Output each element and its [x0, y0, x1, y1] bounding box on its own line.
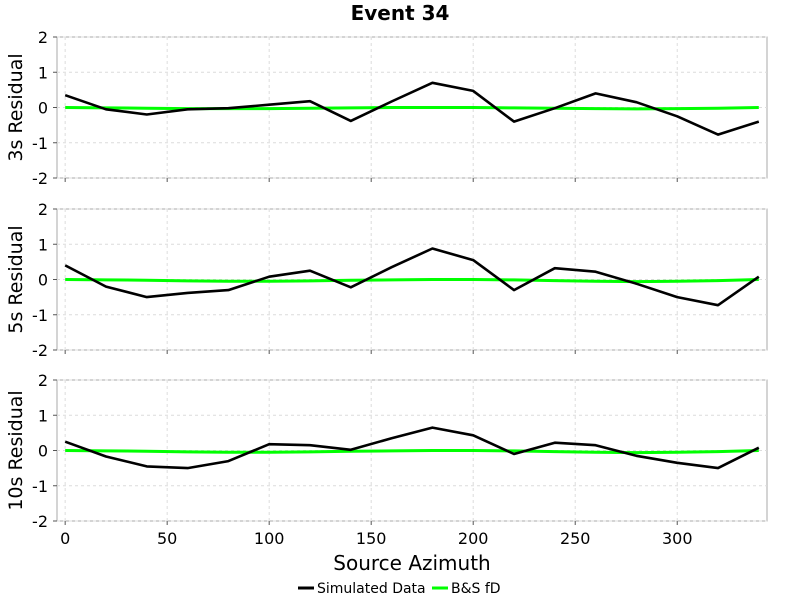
x-axis-label: Source Azimuth [333, 551, 490, 575]
x-tick-label: 100 [254, 529, 285, 548]
panel-1: -2 -1 0 1 2 3s Residual [5, 28, 768, 188]
x-tick-label: 300 [662, 529, 693, 548]
panel-2: -2 -1 0 1 2 5s Residual [5, 200, 768, 360]
y-tick-label: 2 [38, 371, 48, 390]
series-line-b-s-fd [65, 106, 759, 111]
legend-item: B&S fD [432, 581, 501, 597]
y-tick-label: -2 [32, 341, 48, 360]
y-tick-label: -1 [32, 477, 48, 496]
y-tick-label: -2 [32, 512, 48, 531]
legend-label: B&S fD [451, 581, 501, 597]
x-tick-label: 200 [458, 529, 489, 548]
x-tick-label: 50 [157, 529, 177, 548]
y-tick-label: 0 [38, 99, 48, 118]
y-axis-label: 5s Residual [5, 225, 27, 333]
y-tick-label: 0 [38, 442, 48, 461]
x-tick-label: 250 [560, 529, 591, 548]
series-line-simulated-data [64, 247, 760, 307]
y-tick-label: 2 [38, 200, 48, 219]
y-tick-label: -1 [32, 306, 48, 325]
legend: Simulated Data B&S fD [298, 581, 501, 597]
legend-label: Simulated Data [317, 581, 426, 597]
panel-3: -2 -1 0 1 2 0 50 100 150 200 250 300 10s Residual [5, 371, 768, 548]
y-tick-label: 1 [38, 63, 48, 82]
residual-panels: -2 -1 0 1 2 3s Residual -2 -1 0 1 2 5s Residual -2 -1… [5, 28, 768, 548]
y-tick-label: -1 [32, 134, 48, 153]
legend-item: Simulated Data [298, 581, 426, 597]
series-line-simulated-data [64, 81, 760, 136]
y-axis-label: 3s Residual [5, 53, 27, 161]
series-line-b-s-fd [65, 278, 759, 284]
y-tick-label: 1 [38, 406, 48, 425]
x-tick-label: 150 [356, 529, 387, 548]
series-line-simulated-data [64, 426, 760, 470]
y-tick-label: 0 [38, 271, 48, 290]
series-line-b-s-fd [65, 449, 759, 455]
x-tick-label: 0 [60, 529, 70, 548]
y-tick-label: 1 [38, 235, 48, 254]
y-axis-label: 10s Residual [5, 390, 27, 510]
y-tick-label: -2 [32, 169, 48, 188]
chart-title: Event 34 [351, 1, 450, 25]
y-tick-label: 2 [38, 28, 48, 47]
